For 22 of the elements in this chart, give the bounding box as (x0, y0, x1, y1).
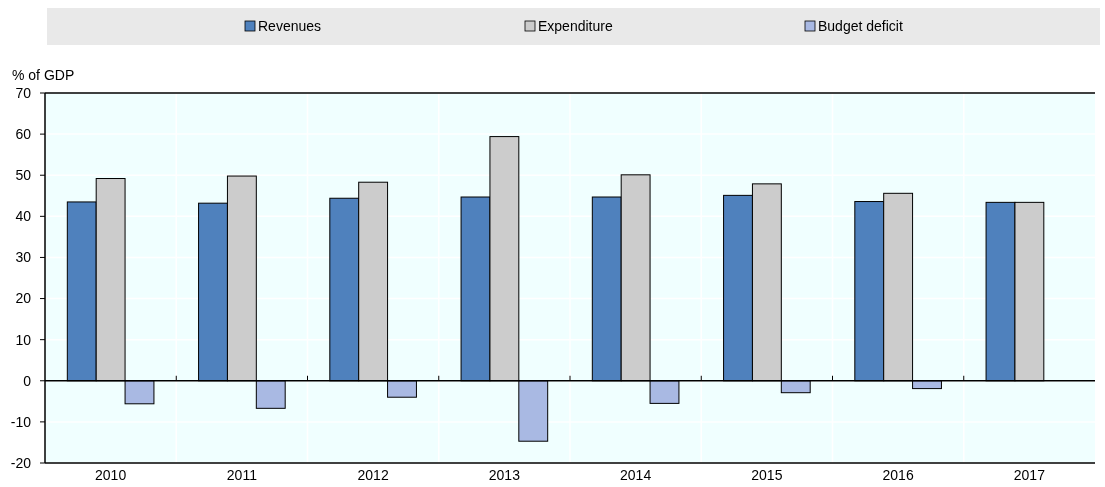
x-tick-label: 2011 (226, 467, 258, 483)
x-tick-label: 2013 (488, 467, 521, 483)
x-tick-label: 2010 (95, 467, 127, 483)
y-tick-label: 20 (15, 290, 32, 307)
y-tick-label: -10 (10, 413, 32, 430)
x-tick-label: 2014 (620, 467, 652, 483)
x-tick-label: 2015 (751, 467, 783, 483)
x-tick-label: 2016 (882, 467, 914, 483)
legend-label: Budget deficit (818, 18, 903, 34)
y-tick-label: 30 (15, 249, 32, 266)
legend-label: Revenues (258, 18, 322, 34)
y-axis-title: % of GDP (12, 67, 75, 83)
y-tick-label: 60 (15, 126, 32, 143)
y-tick-label: 50 (15, 167, 32, 184)
x-tick-label: 2012 (357, 467, 389, 483)
y-tick-label: -20 (10, 454, 32, 471)
x-tick-label: 2017 (1013, 467, 1046, 483)
legend-label: Expenditure (538, 18, 613, 34)
y-tick-label: 0 (23, 372, 32, 389)
y-tick-label: 10 (15, 331, 32, 348)
y-tick-label: 70 (15, 84, 32, 101)
y-tick-label: 40 (15, 208, 32, 225)
